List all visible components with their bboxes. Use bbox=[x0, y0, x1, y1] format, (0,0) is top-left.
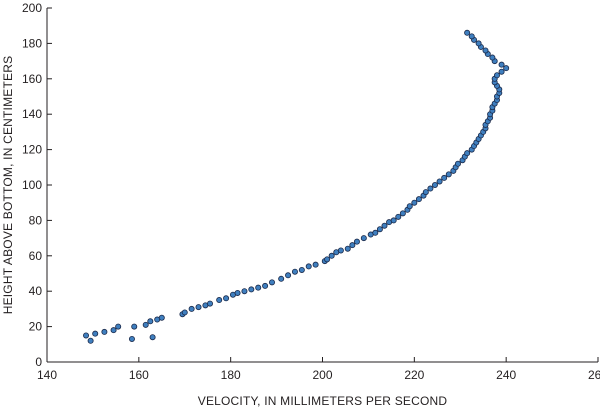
data-point bbox=[427, 185, 434, 192]
y-tick-label: 180 bbox=[22, 36, 42, 50]
data-point bbox=[92, 330, 99, 337]
data-point bbox=[498, 61, 505, 68]
x-axis-title: VELOCITY, IN MILLIMETERS PER SECOND bbox=[198, 394, 448, 408]
data-point bbox=[110, 327, 117, 334]
data-point bbox=[188, 305, 195, 312]
data-point bbox=[482, 47, 489, 54]
data-point bbox=[149, 334, 156, 341]
data-point bbox=[411, 199, 418, 206]
x-tick-label: 260 bbox=[588, 368, 600, 382]
data-point bbox=[349, 242, 356, 249]
x-tick-label: 200 bbox=[312, 368, 332, 382]
data-point bbox=[147, 318, 154, 325]
data-point bbox=[468, 33, 475, 40]
y-tick-label: 0 bbox=[35, 355, 42, 369]
data-point bbox=[131, 323, 138, 330]
x-tick-label: 140 bbox=[37, 368, 57, 382]
data-points bbox=[83, 29, 510, 344]
y-tick-label: 160 bbox=[22, 72, 42, 86]
data-point bbox=[268, 279, 275, 286]
y-tick-label: 80 bbox=[29, 213, 43, 227]
data-point bbox=[285, 272, 292, 279]
y-tick-label: 40 bbox=[29, 284, 43, 298]
x-tick-label: 180 bbox=[221, 368, 241, 382]
y-tick-label: 20 bbox=[29, 320, 43, 334]
data-point bbox=[115, 323, 122, 330]
y-tick-label: 200 bbox=[22, 1, 42, 15]
data-point bbox=[324, 256, 331, 263]
data-point bbox=[312, 261, 319, 268]
data-point bbox=[255, 284, 262, 291]
data-point bbox=[445, 171, 452, 178]
data-point bbox=[493, 72, 500, 79]
data-point bbox=[241, 288, 248, 295]
x-tick-label: 240 bbox=[496, 368, 516, 382]
data-point bbox=[234, 289, 241, 296]
data-point bbox=[498, 68, 505, 75]
x-tick-label: 220 bbox=[404, 368, 424, 382]
tick-labels: 140 160 180 200 220 240 260 0 20 40 60 80 100 120 140 1… bbox=[22, 1, 600, 382]
data-point bbox=[207, 300, 214, 307]
data-point bbox=[454, 160, 461, 167]
data-point bbox=[489, 54, 496, 61]
data-point bbox=[381, 222, 388, 229]
data-point bbox=[431, 181, 438, 188]
y-tick-label: 60 bbox=[29, 249, 43, 263]
data-point bbox=[464, 29, 471, 36]
data-point bbox=[415, 196, 422, 203]
data-point bbox=[223, 295, 230, 302]
data-point bbox=[422, 189, 429, 196]
data-point bbox=[441, 174, 448, 181]
data-point bbox=[87, 337, 94, 344]
data-point bbox=[262, 282, 269, 289]
data-point bbox=[376, 226, 383, 233]
data-point bbox=[372, 229, 379, 236]
data-point bbox=[101, 328, 108, 335]
data-point bbox=[360, 235, 367, 242]
data-point bbox=[83, 332, 90, 339]
data-point bbox=[353, 238, 360, 245]
data-point bbox=[328, 252, 335, 259]
y-tick-label: 120 bbox=[22, 143, 42, 157]
data-point bbox=[337, 247, 344, 254]
data-point bbox=[436, 178, 443, 185]
data-point bbox=[128, 335, 135, 342]
data-point bbox=[291, 268, 298, 275]
data-point bbox=[399, 210, 406, 217]
data-point bbox=[216, 297, 223, 304]
y-tick-label: 100 bbox=[22, 178, 42, 192]
data-point bbox=[278, 275, 285, 282]
data-point bbox=[406, 203, 413, 210]
data-point bbox=[298, 266, 305, 273]
data-point bbox=[142, 321, 149, 328]
data-point bbox=[181, 309, 188, 316]
data-point bbox=[503, 65, 510, 72]
data-point bbox=[195, 304, 202, 311]
data-point bbox=[464, 150, 471, 157]
data-point bbox=[344, 245, 351, 252]
y-tick-label: 140 bbox=[22, 107, 42, 121]
axes bbox=[46, 7, 599, 363]
data-point bbox=[390, 217, 397, 224]
data-point bbox=[248, 286, 255, 293]
data-point bbox=[395, 213, 402, 220]
data-point bbox=[475, 40, 482, 47]
data-point bbox=[158, 314, 165, 321]
x-tick-label: 160 bbox=[129, 368, 149, 382]
data-point bbox=[305, 263, 312, 270]
y-axis-title: HEIGHT ABOVE BOTTOM, IN CENTIMETERS bbox=[1, 56, 15, 315]
